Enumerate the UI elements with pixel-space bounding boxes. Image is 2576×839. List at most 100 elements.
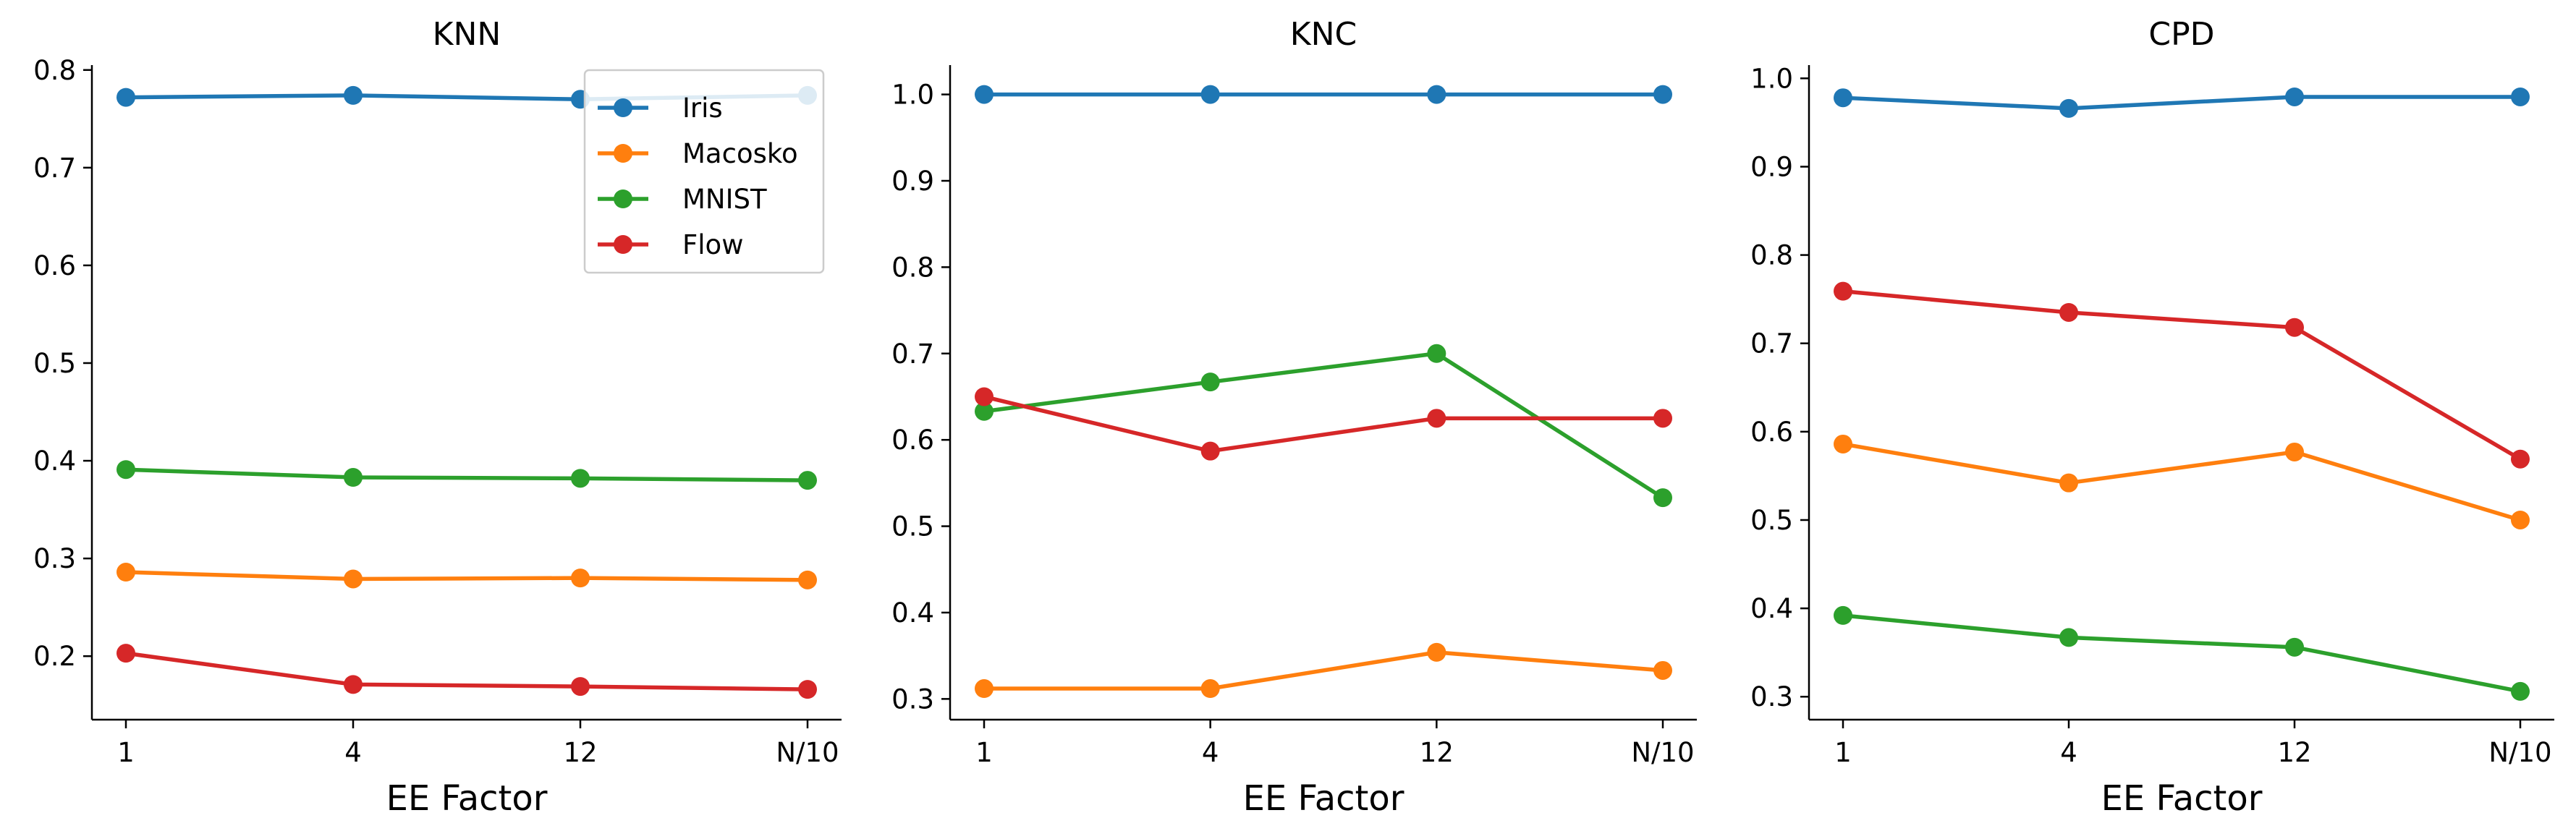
series-line-macosko (125, 570, 808, 582)
series-line-mnist (1842, 613, 2521, 694)
y-tick-label: 0.2 (33, 641, 76, 672)
y-tick-label: 0.3 (33, 543, 76, 574)
series-line-flow (125, 651, 808, 691)
x-tick-label: 12 (2277, 737, 2311, 768)
y-tick-label: 0.7 (891, 338, 934, 370)
data-point-macosko (1200, 679, 1220, 699)
series-mnist (975, 344, 1672, 508)
y-tick-label: 0.6 (1750, 417, 1793, 448)
data-point-flow (975, 387, 993, 406)
data-point-mnist (571, 469, 590, 488)
data-point-mnist (975, 401, 993, 421)
data-point-mnist (1653, 488, 1672, 508)
x-axis-label: EE Factor (1243, 778, 1404, 819)
legend-item-iris: Iris (598, 93, 723, 124)
data-point-mnist (1427, 344, 1446, 363)
legend-label: Flow (682, 229, 743, 260)
legend-swatch-marker (614, 189, 632, 208)
y-tick-label: 1.0 (891, 80, 934, 111)
y-tick-label: 0.8 (1750, 240, 1793, 271)
data-point-macosko (2059, 473, 2078, 493)
series-iris (975, 85, 1672, 104)
y-tick-label: 0.5 (891, 511, 934, 542)
data-point-mnist (1834, 605, 1852, 625)
data-point-iris (2511, 87, 2530, 106)
chart-title: KNC (1290, 16, 1357, 53)
x-tick-label: 4 (2060, 737, 2077, 768)
legend-swatch-marker (614, 144, 632, 163)
y-tick-label: 0.9 (891, 166, 934, 197)
data-point-flow (2059, 302, 2078, 322)
y-tick-label: 0.5 (33, 348, 76, 379)
x-tick-label: 12 (1420, 737, 1454, 768)
x-tick-label: 12 (563, 737, 597, 768)
y-tick-label: 1.0 (1750, 63, 1793, 94)
chart-title: CPD (2148, 16, 2214, 53)
series-line-flow (983, 394, 1663, 453)
data-point-iris (116, 88, 135, 107)
data-point-flow (1653, 409, 1672, 428)
legend: Iris Macosko MNIST Flow (583, 69, 825, 274)
legend-swatch-marker (614, 235, 632, 254)
chart-title: KNN (433, 16, 501, 53)
legend-item-macosko: Macosko (598, 138, 798, 169)
series-line-flow (1842, 289, 2522, 461)
x-tick-label: 1 (117, 737, 135, 768)
series-flow (116, 644, 817, 699)
data-point-flow (1834, 281, 1852, 301)
series-macosko (116, 563, 817, 589)
data-point-iris (975, 85, 993, 104)
y-tick-label: 0.5 (1750, 505, 1793, 536)
y-tick-label: 0.4 (33, 446, 76, 477)
data-point-mnist (344, 468, 363, 487)
data-point-macosko (2285, 442, 2304, 461)
y-tick-label: 0.7 (1750, 328, 1793, 359)
data-point-iris (1653, 85, 1672, 104)
data-point-iris (1200, 85, 1220, 104)
data-point-mnist (2285, 637, 2304, 657)
data-point-macosko (1834, 434, 1852, 453)
x-tick-label: 1 (975, 737, 993, 768)
data-point-macosko (1427, 642, 1446, 662)
legend-label: Macosko (682, 138, 798, 169)
data-point-mnist (2059, 628, 2078, 647)
data-point-macosko (344, 569, 363, 589)
data-point-macosko (116, 563, 135, 582)
series-iris (1834, 87, 2530, 118)
y-tick-label: 0.6 (33, 250, 76, 281)
y-tick-label: 0.8 (891, 252, 934, 283)
y-tick-label: 0.8 (33, 55, 76, 86)
data-point-iris (344, 85, 363, 105)
x-axis-label: EE Factor (2101, 778, 2263, 819)
y-tick-label: 0.3 (1750, 681, 1793, 712)
y-tick-label: 0.4 (1750, 593, 1793, 624)
data-point-flow (2511, 449, 2530, 469)
data-point-flow (798, 680, 817, 699)
chart-panel-knn: KNN EE Factor 1 4 12 N/10 0.2 0.3 0.4 0.5 0.6 0.7 0.… (33, 16, 842, 819)
data-point-macosko (2511, 510, 2530, 529)
y-tick-label: 0.4 (891, 597, 934, 629)
data-point-flow (344, 675, 363, 694)
series-macosko (1834, 434, 2530, 529)
legend-box (583, 69, 825, 274)
data-point-iris (2059, 98, 2078, 118)
x-tick-label: N/10 (776, 737, 839, 768)
data-point-macosko (571, 568, 590, 588)
data-point-iris (2285, 87, 2304, 106)
y-tick-label: 0.9 (1750, 151, 1793, 182)
legend-label: Iris (682, 93, 723, 124)
series-line-macosko (1842, 442, 2521, 522)
data-point-mnist (798, 471, 817, 490)
series-mnist (116, 460, 817, 490)
series-line-iris (1842, 95, 2520, 111)
data-point-iris (1427, 85, 1446, 104)
legend-item-flow: Flow (598, 229, 743, 260)
y-tick-label: 0.7 (33, 153, 76, 184)
legend-swatch-marker (614, 98, 632, 117)
series-line-macosko (984, 650, 1664, 691)
series-mnist (1834, 605, 2530, 701)
x-tick-label: N/10 (1631, 737, 1694, 768)
data-point-mnist (1200, 372, 1220, 392)
legend-item-mnist: MNIST (598, 184, 767, 215)
x-tick-label: 1 (1834, 737, 1852, 768)
